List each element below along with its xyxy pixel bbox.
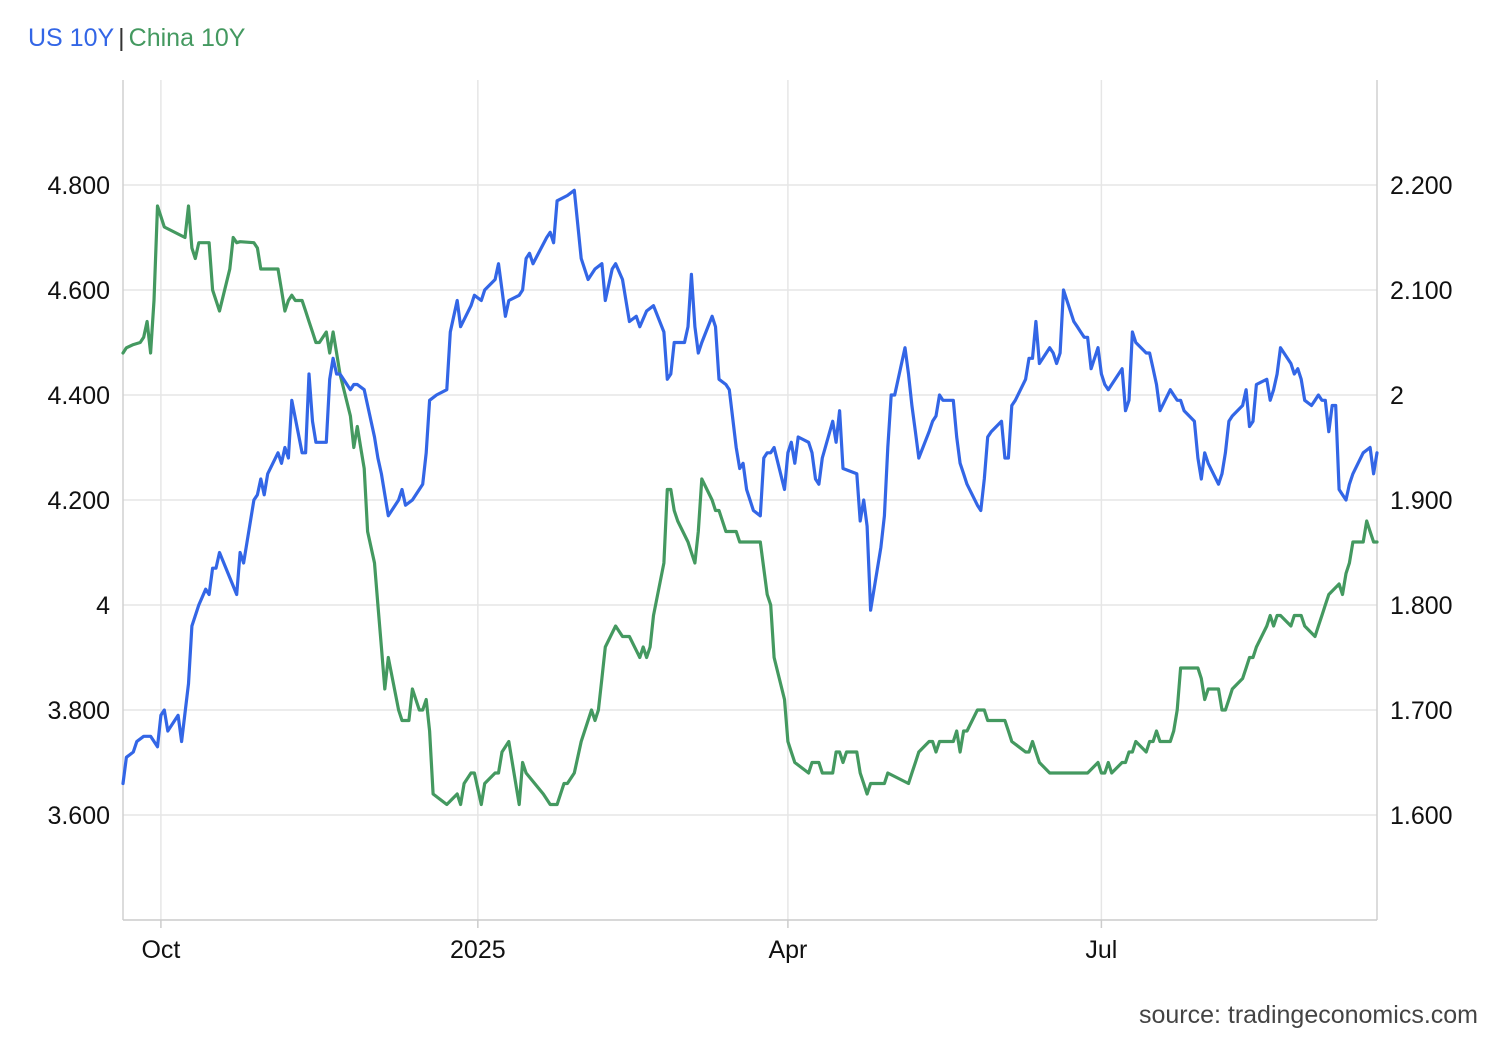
x-tick-label: Jul	[1085, 936, 1117, 964]
y-left-tick-label: 4	[96, 592, 110, 620]
y-left-tick-label: 4.600	[47, 277, 110, 305]
y-left-tick-label: 4.200	[47, 487, 110, 515]
legend-series-us[interactable]: US 10Y	[28, 24, 115, 52]
y-right-tick-label: 2.100	[1390, 277, 1453, 305]
y-right-tick-label: 1.800	[1390, 592, 1453, 620]
tick-labels: 4.800 4.600 4.400 4.200 4 3.800 3.600 2.200 2.10…	[47, 172, 1452, 964]
y-left-tick-label: 4.800	[47, 172, 110, 200]
legend-series-china[interactable]: China 10Y	[128, 24, 246, 52]
series-line-china-10y[interactable]	[121, 204, 1379, 807]
y-left-tick-label: 3.600	[47, 802, 110, 830]
y-right-tick-label: 2.200	[1390, 172, 1453, 200]
chart-legend: US 10Y | China 10Y	[28, 24, 245, 53]
x-tick-label: Apr	[768, 936, 807, 964]
legend-separator: |	[118, 24, 125, 52]
axes	[122, 80, 1378, 928]
y-right-tick-label: 1.700	[1390, 697, 1453, 725]
x-tick-label: 2025	[450, 936, 506, 964]
y-right-tick-label: 2	[1390, 382, 1404, 410]
y-right-tick-label: 1.600	[1390, 802, 1453, 830]
source-label: source: tradingeconomics.com	[1138, 1001, 1478, 1029]
y-left-tick-label: 3.800	[47, 697, 110, 725]
x-tick-label: Oct	[141, 936, 180, 964]
series-line-us-10y[interactable]	[121, 188, 1379, 786]
y-right-tick-label: 1.900	[1390, 487, 1453, 515]
y-left-tick-label: 4.400	[47, 382, 110, 410]
series-group	[121, 188, 1379, 807]
